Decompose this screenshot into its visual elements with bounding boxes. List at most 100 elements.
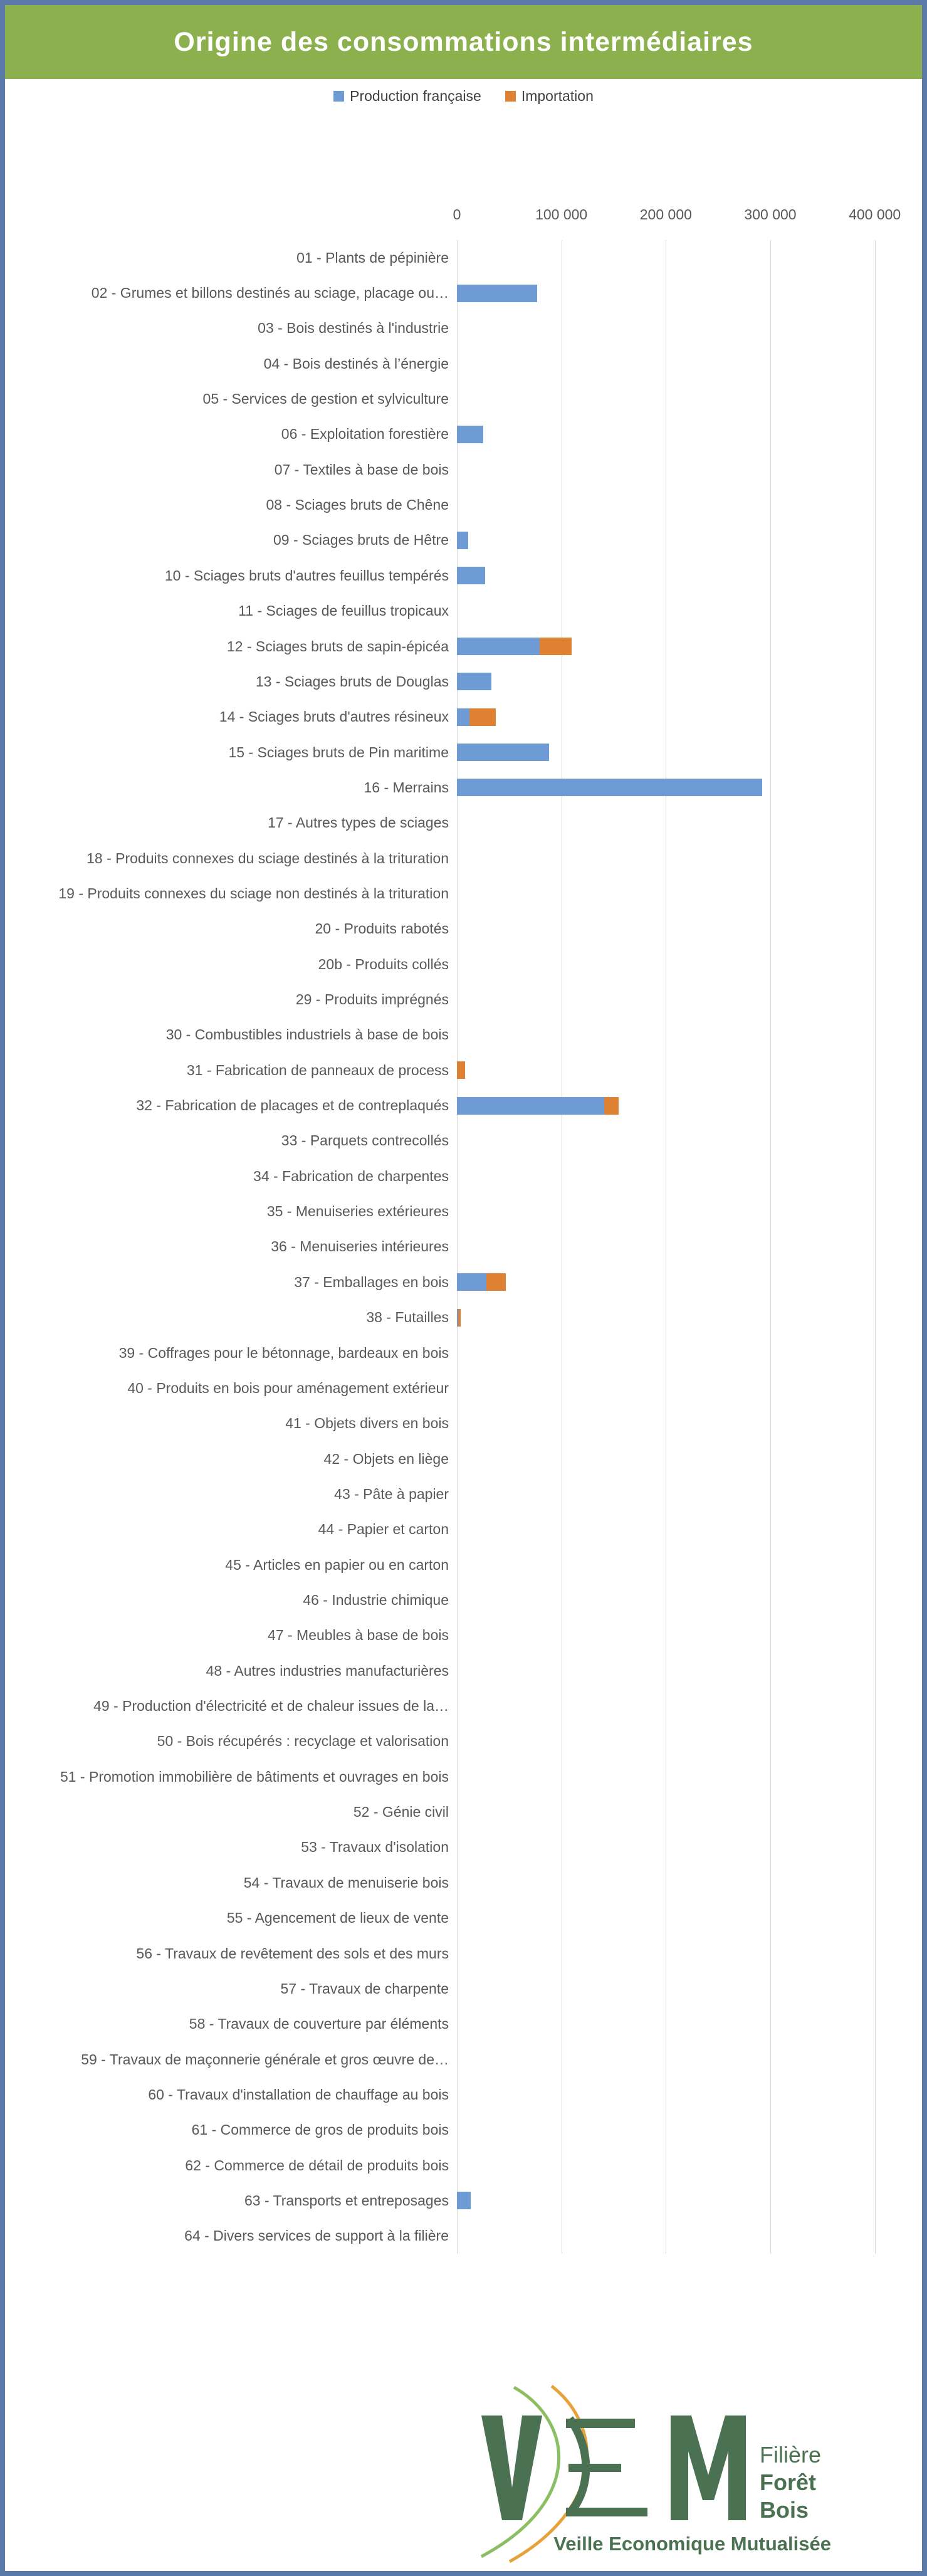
bar-importation bbox=[486, 1273, 506, 1291]
chart-row: 53 - Travaux d'isolation bbox=[0, 1830, 927, 1865]
category-label: 08 - Sciages bruts de Chêne bbox=[266, 497, 449, 513]
category-label: 37 - Emballages en bois bbox=[294, 1273, 449, 1290]
bar-production bbox=[457, 531, 469, 549]
category-label: 12 - Sciages bruts de sapin-épicéa bbox=[226, 638, 449, 655]
bar-track bbox=[457, 1308, 461, 1327]
category-label: 58 - Travaux de couverture par éléments bbox=[189, 2016, 449, 2032]
chart-row: 02 - Grumes et billons destinés au sciag… bbox=[0, 275, 927, 310]
legend-label-importation: Importation bbox=[521, 87, 594, 104]
logo-text-foret: Forêt bbox=[760, 2469, 816, 2495]
category-label: 64 - Divers services de support à la fil… bbox=[184, 2227, 449, 2244]
chart-row: 03 - Bois destinés à l'industrie bbox=[0, 311, 927, 346]
chart-row: 42 - Objets en liège bbox=[0, 1441, 927, 1476]
chart-row: 52 - Génie civil bbox=[0, 1794, 927, 1829]
bar-production bbox=[457, 1308, 458, 1327]
category-label: 55 - Agencement de lieux de vente bbox=[226, 1910, 449, 1927]
category-label: 33 - Parquets contrecollés bbox=[281, 1132, 449, 1149]
bar-production bbox=[457, 638, 540, 656]
chart-row: 13 - Sciages bruts de Douglas bbox=[0, 664, 927, 699]
logo-letter-m bbox=[671, 2416, 746, 2520]
chart-row: 19 - Produits connexes du sciage non des… bbox=[0, 876, 927, 911]
category-label: 05 - Services de gestion et sylviculture bbox=[202, 391, 449, 407]
chart-row: 51 - Promotion immobilière de bâtiments … bbox=[0, 1759, 927, 1794]
category-label: 30 - Combustibles industriels à base de … bbox=[165, 1026, 449, 1043]
category-label: 45 - Articles en papier ou en carton bbox=[225, 1556, 449, 1573]
category-label: 57 - Travaux de charpente bbox=[280, 1980, 449, 1997]
chart-legend: Production française Importation bbox=[0, 85, 927, 107]
category-label: 56 - Travaux de revêtement des sols et d… bbox=[136, 1945, 449, 1962]
chart-row: 20b - Produits collés bbox=[0, 947, 927, 982]
bar-track bbox=[457, 1273, 506, 1291]
chart-row: 07 - Textiles à base de bois bbox=[0, 452, 927, 487]
bar-track bbox=[457, 744, 549, 762]
category-label: 51 - Promotion immobilière de bâtiments … bbox=[60, 1768, 449, 1785]
chart-row: 31 - Fabrication de panneaux de process bbox=[0, 1053, 927, 1088]
category-label: 01 - Plants de pépinière bbox=[296, 249, 449, 266]
category-label: 40 - Produits en bois pour aménagement e… bbox=[127, 1379, 449, 1396]
vem-logo-graphic: Filière Forêt Bois Veille Economique Mut… bbox=[480, 2385, 831, 2563]
bar-track bbox=[457, 779, 762, 797]
chart-row: 16 - Merrains bbox=[0, 770, 927, 805]
chart-row: 46 - Industrie chimique bbox=[0, 1582, 927, 1617]
header-banner: Origine des consommations intermédiaires bbox=[5, 5, 922, 79]
chart-rows: 01 - Plants de pépinière 02 - Grumes et b… bbox=[0, 240, 927, 2254]
chart-row: 45 - Articles en papier ou en carton bbox=[0, 1547, 927, 1582]
category-label: 39 - Coffrages pour le bétonnage, bardea… bbox=[118, 1344, 449, 1361]
bar-production bbox=[457, 673, 491, 691]
category-label: 13 - Sciages bruts de Douglas bbox=[255, 673, 449, 690]
category-label: 16 - Merrains bbox=[364, 779, 449, 796]
bar-track bbox=[457, 673, 491, 691]
x-tick-label: 200 000 bbox=[639, 206, 692, 223]
category-label: 53 - Travaux d'isolation bbox=[301, 1839, 449, 1856]
category-label: 44 - Papier et carton bbox=[318, 1521, 449, 1538]
chart-row: 43 - Pâte à papier bbox=[0, 1476, 927, 1511]
chart-row: 01 - Plants de pépinière bbox=[0, 240, 927, 275]
bar-track bbox=[457, 284, 538, 302]
logo-letter-e-top bbox=[566, 2419, 635, 2428]
chart-row: 59 - Travaux de maçonnerie générale et g… bbox=[0, 2042, 927, 2077]
chart-row: 37 - Emballages en bois bbox=[0, 1264, 927, 1300]
x-tick-label: 400 000 bbox=[849, 206, 901, 223]
chart-row: 32 - Fabrication de placages et de contr… bbox=[0, 1088, 927, 1123]
x-tick-label: 300 000 bbox=[744, 206, 797, 223]
category-label: 54 - Travaux de menuiserie bois bbox=[243, 1874, 449, 1891]
category-label: 50 - Bois récupérés : recyclage et valor… bbox=[157, 1733, 449, 1750]
legend-swatch-production bbox=[333, 90, 345, 102]
category-label: 10 - Sciages bruts d'autres feuillus tem… bbox=[164, 567, 449, 584]
bar-importation bbox=[539, 638, 572, 656]
chart-row: 36 - Menuiseries intérieures bbox=[0, 1229, 927, 1264]
bar-track bbox=[457, 2192, 471, 2210]
chart-row: 60 - Travaux d'installation de chauffage… bbox=[0, 2077, 927, 2112]
category-label: 48 - Autres industries manufacturières bbox=[206, 1662, 449, 1679]
legend-item-production: Production française bbox=[333, 88, 481, 105]
bar-track bbox=[457, 1096, 619, 1115]
chart-row: 34 - Fabrication de charpentes bbox=[0, 1159, 927, 1194]
chart-row: 49 - Production d'électricité et de chal… bbox=[0, 1688, 927, 1723]
category-label: 03 - Bois destinés à l'industrie bbox=[258, 320, 449, 337]
bar-track bbox=[457, 708, 496, 726]
category-label: 52 - Génie civil bbox=[353, 1804, 449, 1821]
category-label: 17 - Autres types de sciages bbox=[268, 814, 449, 831]
category-label: 06 - Exploitation forestière bbox=[281, 426, 449, 443]
chart-row: 40 - Produits en bois pour aménagement e… bbox=[0, 1370, 927, 1406]
category-label: 35 - Menuiseries extérieures bbox=[266, 1203, 449, 1220]
chart-row: 56 - Travaux de revêtement des sols et d… bbox=[0, 1936, 927, 1971]
bar-production bbox=[457, 1273, 486, 1291]
chart-row: 47 - Meubles à base de bois bbox=[0, 1618, 927, 1653]
chart-row: 06 - Exploitation forestière bbox=[0, 417, 927, 452]
gridline bbox=[874, 240, 876, 2254]
category-label: 49 - Production d'électricité et de chal… bbox=[93, 1698, 449, 1715]
gridline bbox=[770, 240, 771, 2254]
category-label: 63 - Transports et entreposages bbox=[244, 2192, 449, 2209]
page-title: Origine des consommations intermédiaires bbox=[174, 26, 753, 57]
chart-row: 50 - Bois récupérés : recyclage et valor… bbox=[0, 1724, 927, 1759]
chart-row: 04 - Bois destinés à l’énergie bbox=[0, 346, 927, 381]
chart-row: 09 - Sciages bruts de Hêtre bbox=[0, 523, 927, 558]
category-label: 02 - Grumes et billons destinés au sciag… bbox=[91, 285, 449, 302]
chart-row: 54 - Travaux de menuiserie bois bbox=[0, 1865, 927, 1900]
category-label: 20 - Produits rabotés bbox=[315, 920, 449, 937]
bar-track bbox=[457, 1061, 466, 1080]
bar-track bbox=[457, 531, 469, 549]
gridline bbox=[457, 240, 458, 2254]
